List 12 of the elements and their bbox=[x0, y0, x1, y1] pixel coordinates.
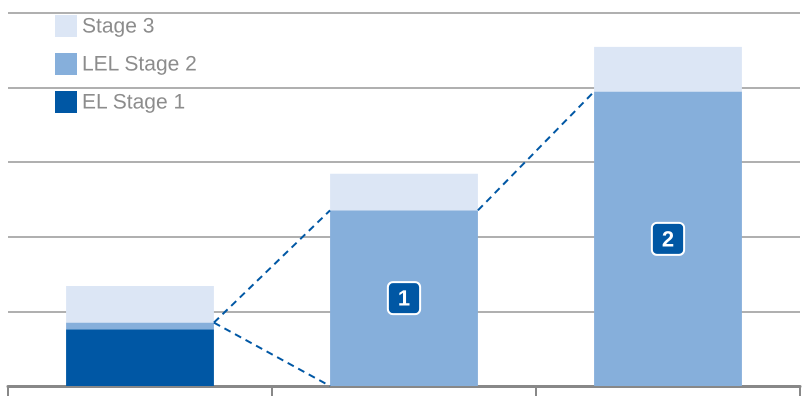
legend-label: EL Stage 1 bbox=[82, 90, 186, 114]
bar bbox=[66, 286, 214, 323]
bar bbox=[330, 210, 478, 386]
bar bbox=[66, 322, 214, 330]
bar bbox=[330, 174, 478, 210]
annotation: 1 bbox=[398, 286, 410, 311]
legend-label: Stage 3 bbox=[82, 14, 154, 38]
legend-label: LEL Stage 2 bbox=[82, 52, 197, 76]
bar bbox=[594, 46, 742, 92]
annotation: 2 bbox=[662, 226, 674, 252]
bar bbox=[594, 92, 742, 386]
bar bbox=[66, 329, 214, 386]
